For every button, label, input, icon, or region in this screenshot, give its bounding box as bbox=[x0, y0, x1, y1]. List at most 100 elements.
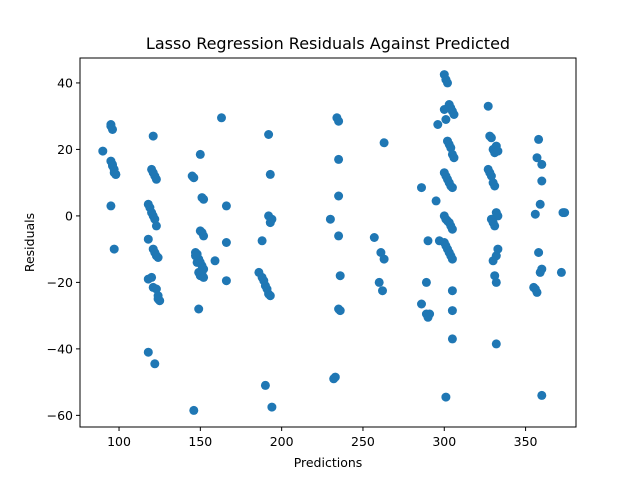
data-point bbox=[490, 221, 500, 231]
data-point bbox=[109, 244, 119, 254]
data-point bbox=[150, 359, 160, 369]
data-point bbox=[194, 304, 204, 314]
data-point bbox=[334, 191, 344, 201]
data-point bbox=[534, 134, 544, 144]
data-point bbox=[449, 153, 459, 163]
data-point bbox=[421, 277, 431, 287]
data-point bbox=[257, 272, 267, 282]
data-point bbox=[490, 181, 500, 191]
x-tick-label: 150 bbox=[188, 434, 212, 449]
data-point bbox=[441, 392, 451, 402]
data-point bbox=[537, 390, 547, 400]
data-point bbox=[265, 169, 275, 179]
data-point bbox=[378, 286, 387, 296]
data-point bbox=[334, 116, 344, 126]
data-point bbox=[189, 173, 199, 183]
data-point bbox=[199, 272, 209, 282]
data-point bbox=[151, 221, 161, 231]
data-point bbox=[267, 402, 277, 412]
data-point bbox=[369, 233, 379, 242]
data-point bbox=[443, 78, 452, 88]
data-point bbox=[447, 286, 457, 296]
data-point bbox=[147, 272, 157, 282]
data-point bbox=[447, 334, 457, 344]
data-point bbox=[486, 133, 496, 143]
data-point bbox=[221, 276, 231, 286]
data-point bbox=[537, 176, 547, 186]
data-point bbox=[447, 224, 457, 234]
x-tick-label: 100 bbox=[107, 434, 131, 449]
y-tick-label: 20 bbox=[57, 142, 73, 157]
y-tick-label: −40 bbox=[47, 341, 73, 356]
x-tick-label: 250 bbox=[351, 434, 375, 449]
data-point bbox=[264, 130, 274, 139]
data-point bbox=[195, 149, 205, 159]
data-point bbox=[143, 234, 153, 244]
y-tick-label: 40 bbox=[57, 75, 73, 90]
data-point bbox=[556, 267, 566, 277]
x-axis-label: Predictions bbox=[294, 455, 363, 470]
data-point bbox=[425, 309, 435, 319]
data-point bbox=[111, 169, 121, 179]
data-point bbox=[335, 271, 345, 281]
y-tick-label: 0 bbox=[65, 208, 73, 223]
data-point bbox=[265, 218, 275, 228]
data-point bbox=[329, 374, 339, 384]
data-point bbox=[447, 183, 457, 193]
x-tick-label: 350 bbox=[514, 434, 538, 449]
data-point bbox=[265, 291, 275, 301]
data-point bbox=[148, 131, 158, 141]
data-point bbox=[441, 115, 451, 124]
data-point bbox=[535, 199, 545, 209]
data-point bbox=[334, 154, 344, 164]
data-point bbox=[433, 120, 443, 129]
y-tick-label: −20 bbox=[47, 275, 73, 290]
data-point bbox=[491, 339, 501, 349]
data-point bbox=[217, 113, 226, 123]
chart-title: Lasso Regression Residuals Against Predi… bbox=[146, 34, 510, 53]
data-point bbox=[491, 277, 501, 287]
data-point bbox=[447, 306, 457, 316]
data-point bbox=[488, 256, 498, 266]
data-point bbox=[534, 248, 544, 257]
data-point bbox=[423, 236, 433, 246]
data-point bbox=[532, 153, 542, 163]
data-point bbox=[153, 253, 163, 262]
data-point bbox=[325, 214, 335, 224]
data-point bbox=[379, 254, 389, 264]
data-point bbox=[374, 277, 384, 287]
x-tick-label: 200 bbox=[270, 434, 294, 449]
y-tick-label: −60 bbox=[47, 408, 73, 423]
y-axis-ticks: −60 −40 −20 0 20 40 bbox=[47, 75, 80, 423]
plot-frame bbox=[79, 57, 577, 428]
data-point bbox=[417, 299, 426, 309]
data-point bbox=[210, 256, 220, 266]
data-point bbox=[335, 306, 345, 316]
data-point bbox=[334, 231, 344, 241]
data-point bbox=[431, 196, 441, 206]
data-point bbox=[530, 209, 540, 219]
data-point bbox=[151, 174, 161, 184]
y-axis-label: Residuals bbox=[22, 213, 37, 272]
data-point bbox=[537, 159, 547, 169]
data-point bbox=[108, 161, 117, 171]
data-point bbox=[191, 251, 200, 261]
data-point bbox=[143, 347, 153, 357]
data-point bbox=[257, 236, 267, 246]
data-point bbox=[449, 110, 459, 119]
data-point bbox=[493, 146, 503, 156]
data-point bbox=[260, 380, 270, 390]
data-point bbox=[560, 208, 570, 218]
data-point bbox=[447, 254, 457, 264]
data-point bbox=[537, 264, 547, 274]
data-point bbox=[199, 194, 209, 204]
data-point bbox=[98, 146, 108, 156]
x-axis-ticks: 100 150 200 250 300 350 bbox=[107, 427, 538, 449]
data-point bbox=[189, 405, 199, 415]
data-point bbox=[221, 238, 231, 247]
data-point bbox=[153, 291, 163, 301]
data-point bbox=[483, 101, 493, 111]
data-point bbox=[417, 183, 426, 193]
data-point bbox=[379, 138, 389, 148]
